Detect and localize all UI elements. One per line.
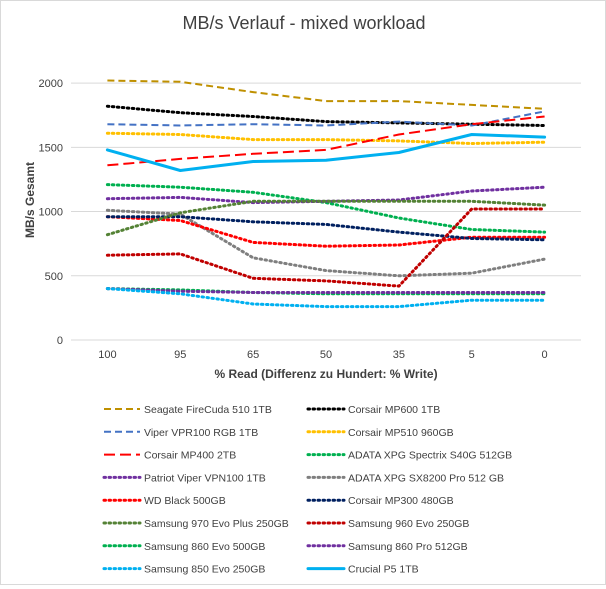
legend-label: Viper VPR100 RGB 1TB <box>144 427 258 439</box>
legend-label: Patriot Viper VPN100 1TB <box>144 472 266 484</box>
x-tick-label: 95 <box>174 349 186 361</box>
legend-label: Samsung 860 Pro 512GB <box>348 541 468 553</box>
series-line <box>105 133 547 172</box>
x-tick-label: 65 <box>247 349 259 361</box>
y-tick-label: 0 <box>57 335 63 347</box>
legend-label: Corsair MP600 1TB <box>348 404 440 416</box>
series-line <box>105 287 547 309</box>
legend-label: WD Black 500GB <box>144 495 226 507</box>
y-axis-label: MB/s Gesamt <box>23 162 37 238</box>
x-tick-label: 35 <box>393 349 405 361</box>
series-line <box>105 104 547 127</box>
legend-label: Samsung 860 Evo 500GB <box>144 541 265 553</box>
legend-label: Corsair MP400 2TB <box>144 450 236 462</box>
legend-label: Crucial P5 1TB <box>348 564 419 576</box>
series-line <box>105 183 547 234</box>
legend-label: Samsung 850 Evo 250GB <box>144 564 265 576</box>
y-tick-label: 1500 <box>39 142 63 154</box>
legend-label: Corsair MP510 960GB <box>348 427 454 439</box>
series-line <box>105 131 547 145</box>
x-axis-ticks: 100 95 65 50 35 5 0 <box>98 349 547 361</box>
series-line <box>105 199 547 237</box>
y-tick-label: 1000 <box>39 207 63 219</box>
legend-label: ADATA XPG SX8200 Pro 512 GB <box>348 472 504 484</box>
legend-label: Corsair MP300 480GB <box>348 495 454 507</box>
y-tick-label: 2000 <box>39 78 63 90</box>
gridlines <box>71 82 581 341</box>
x-tick-label: 0 <box>542 349 548 361</box>
y-axis-ticks: 0 500 1000 1500 2000 <box>39 78 63 347</box>
x-tick-label: 100 <box>98 349 116 361</box>
series-line <box>105 287 547 294</box>
series-line <box>107 115 545 167</box>
series-line <box>105 215 547 242</box>
x-tick-label: 5 <box>469 349 475 361</box>
series-line <box>107 110 545 127</box>
series-line <box>105 207 547 288</box>
x-axis-label: % Read (Differenz zu Hundert: % Write) <box>214 367 437 381</box>
series-lines <box>105 79 547 309</box>
legend-label: Samsung 960 Evo 250GB <box>348 518 469 530</box>
legend-label: Samsung 970 Evo Plus 250GB <box>144 518 289 530</box>
series-line <box>107 79 545 110</box>
chart-title: MB/s Verlauf - mixed workload <box>182 13 425 33</box>
legend-label: Seagate FireCuda 510 1TB <box>144 404 272 416</box>
series-line <box>105 215 547 248</box>
x-tick-label: 50 <box>320 349 332 361</box>
y-tick-label: 500 <box>45 271 63 283</box>
legend: Seagate FireCuda 510 1TB Corsair MP600 1T… <box>102 404 512 576</box>
legend-label: ADATA XPG Spectrix S40G 512GB <box>348 450 512 462</box>
